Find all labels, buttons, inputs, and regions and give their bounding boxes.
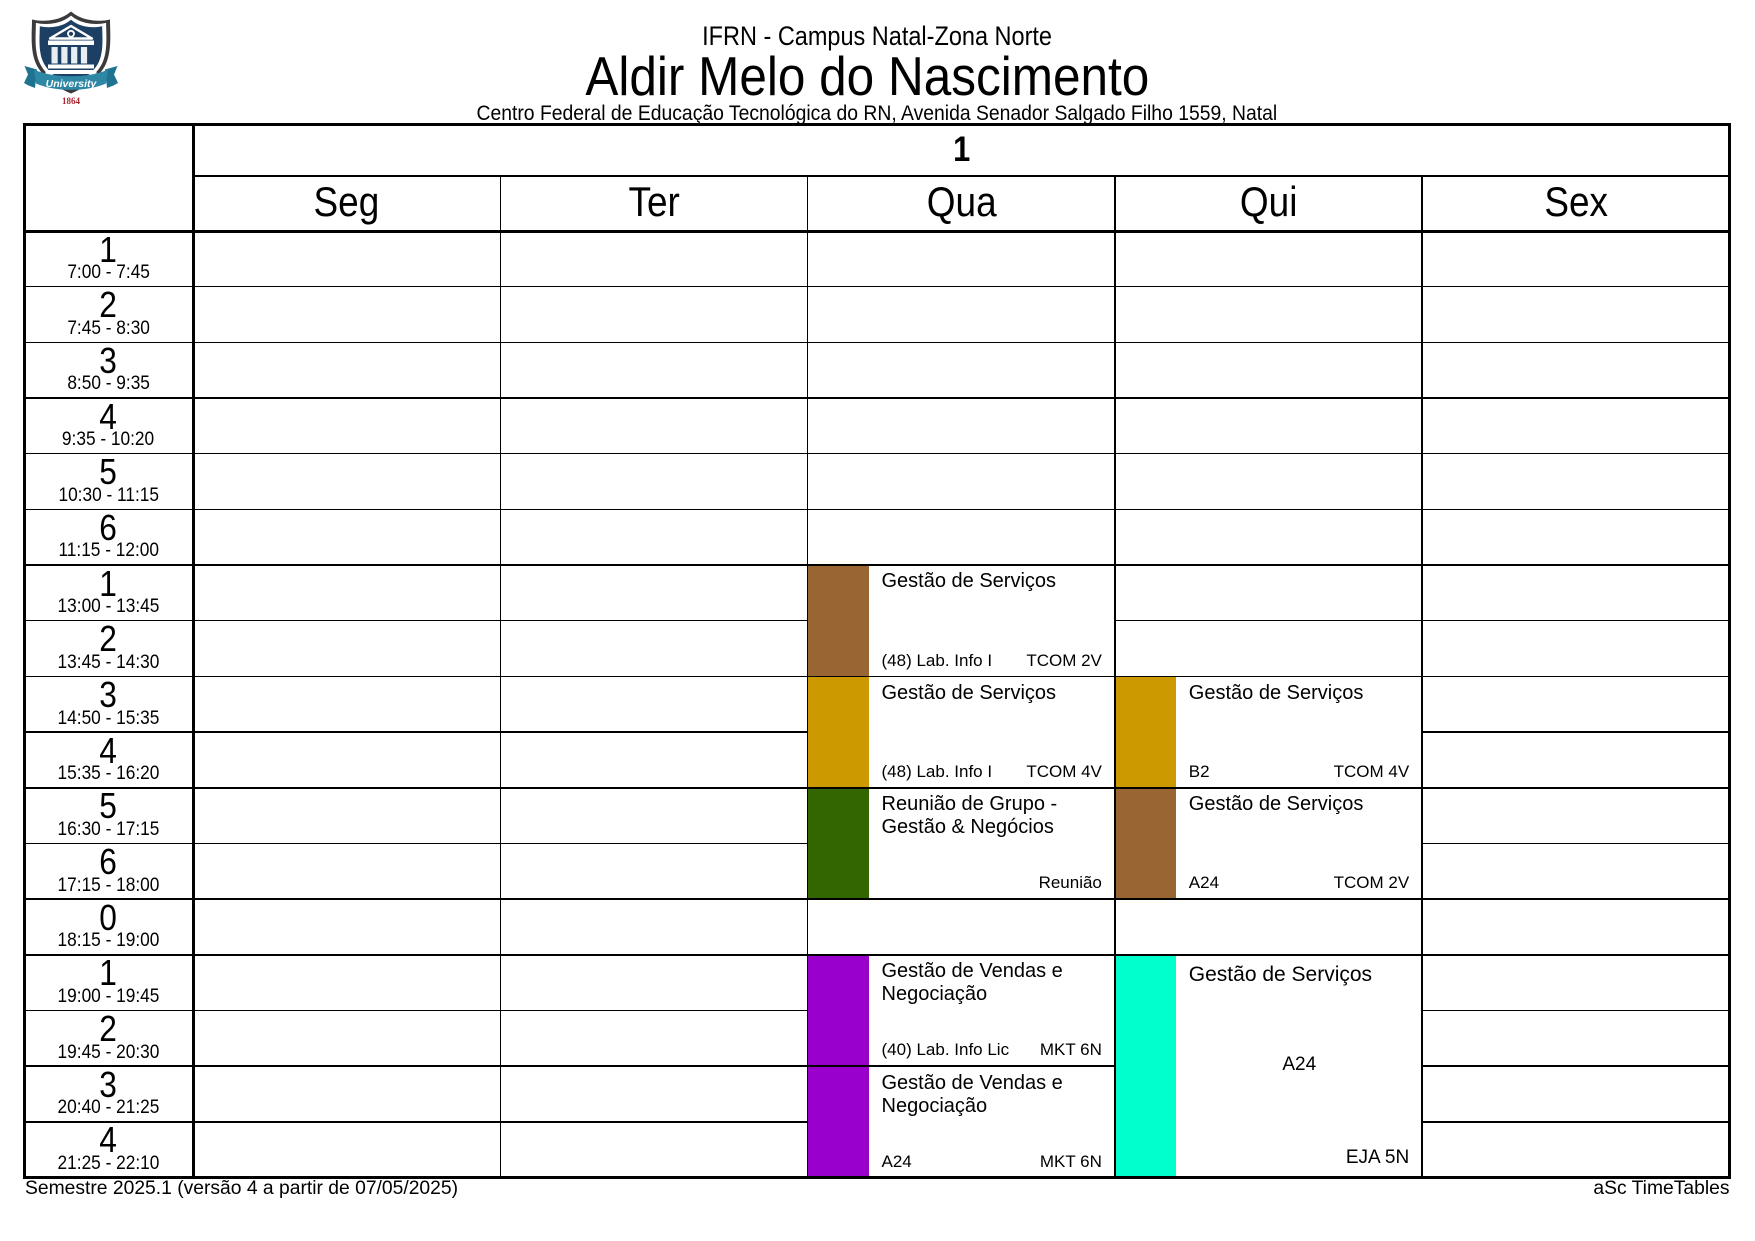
svg-text:University: University [46, 78, 98, 90]
svg-text:1864: 1864 [62, 96, 81, 106]
